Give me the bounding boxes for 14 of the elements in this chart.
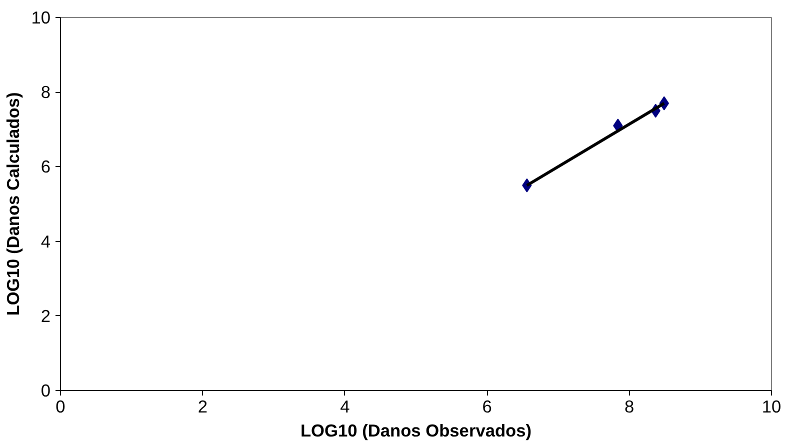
y-tick-label: 8 [40, 82, 51, 102]
y-tick-label: 0 [40, 380, 51, 400]
y-tick-label: 10 [31, 8, 51, 28]
x-tick-label: 2 [198, 396, 208, 416]
x-axis-title: LOG10 (Danos Observados) [300, 420, 532, 440]
y-tick-label: 6 [40, 156, 51, 177]
y-tick-label: 2 [40, 306, 51, 326]
x-tick-label: 8 [624, 396, 634, 416]
y-axis-title: LOG10 (Danos Calculados) [3, 92, 24, 316]
x-tick-label: 10 [762, 396, 782, 416]
x-tick-label: 4 [340, 396, 350, 416]
y-tick-label: 4 [40, 231, 51, 252]
x-tick-label: 6 [482, 396, 492, 416]
x-tick-label: 0 [56, 396, 66, 416]
